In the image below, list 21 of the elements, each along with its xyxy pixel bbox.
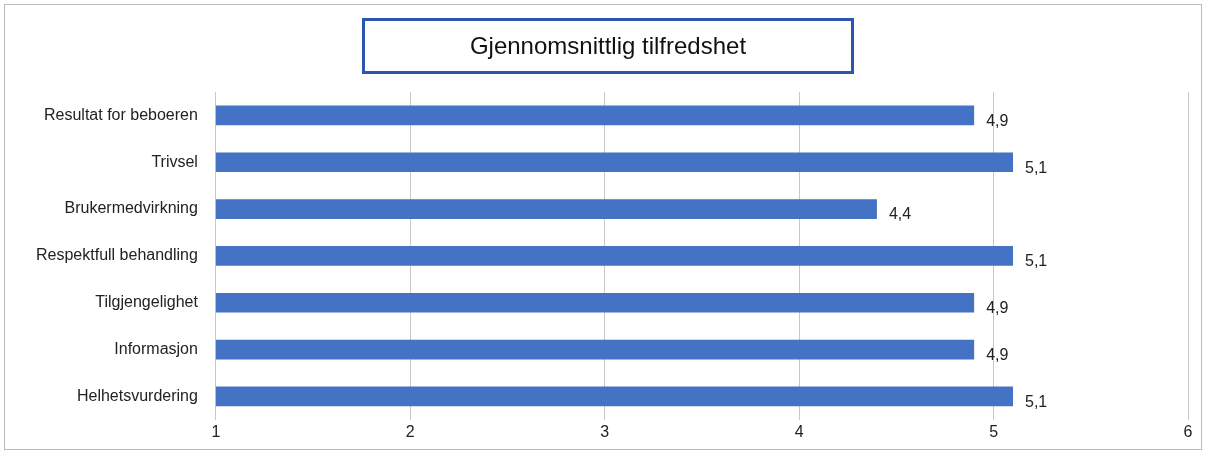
x-tick-label: 3 [600, 422, 610, 440]
y-tick-label: Helhetsvurdering [76, 386, 198, 404]
x-tick-label: 1 [211, 422, 221, 440]
x-tick-label: 6 [1183, 422, 1193, 440]
y-tick-label: Trivsel [151, 152, 198, 170]
x-tick-label: 5 [989, 422, 999, 440]
data-label: 5,1 [1025, 252, 1048, 270]
y-tick-label: Resultat for beboeren [44, 105, 198, 123]
y-tick-label: Tilgjengelighet [95, 293, 199, 311]
y-tick-label: Informasjon [114, 339, 198, 357]
data-label: 4,9 [986, 111, 1009, 129]
data-label: 5,1 [1025, 158, 1048, 176]
chart-title: Gjennomsnittlig tilfredshet [362, 18, 854, 74]
x-tick-label: 2 [405, 422, 415, 440]
y-tick-label: Respektfull behandling [36, 246, 198, 264]
data-label: 5,1 [1025, 392, 1048, 410]
data-label: 4,9 [986, 345, 1009, 363]
y-tick-label: Brukermedvirkning [64, 199, 198, 217]
data-label: 4,9 [986, 299, 1009, 317]
x-tick-label: 4 [794, 422, 804, 440]
data-label: 4,4 [888, 205, 912, 223]
